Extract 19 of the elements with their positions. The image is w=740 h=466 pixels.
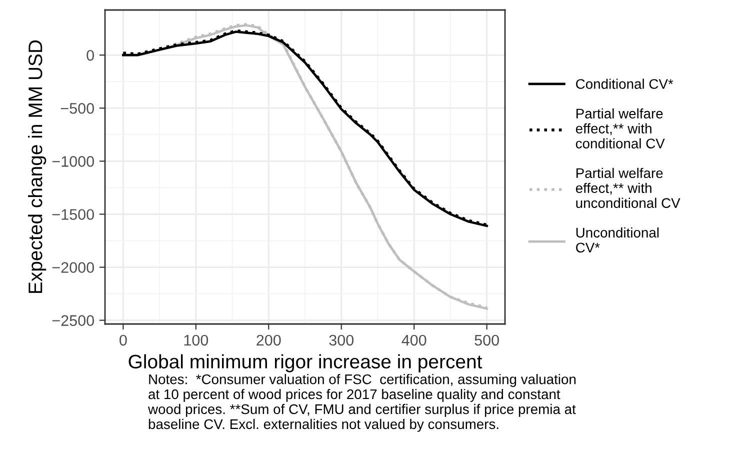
x-tick-label: 300	[329, 334, 354, 346]
legend-label: Partial welfare effect,** with unconditional CV	[576, 168, 680, 208]
y-tick-label: 0	[86, 50, 94, 61]
legend-label: Conditional CV*	[576, 78, 674, 89]
y-axis-title: Expected change in MM USD	[28, 40, 46, 293]
text: Notes: *Consumer valuation of FSC certification, assuming valuation at 10 percent of wood prices for 2017 baseline quality and constant wood prices. **Sum of CV, FMU and certifier surplus if price premia at baseline CV. Excl. externalities not valued by consumers.	[148, 374, 576, 432]
legend-label: Partial welfare effect,** with conditional CV	[576, 108, 665, 148]
x-tick-label: 500	[474, 334, 499, 346]
x-tick-label: 400	[402, 334, 426, 346]
y-tick-label: −1500	[52, 209, 94, 220]
y-tick-label: −500	[60, 102, 94, 114]
legend-label: Unconditional CV*	[576, 227, 659, 253]
x-tick-label: 0	[120, 334, 127, 346]
x-tick-label: 100	[184, 334, 208, 346]
y-tick-label: −1000	[52, 156, 94, 167]
y-tick-label: −2500	[52, 315, 94, 326]
x-tick-label: 200	[256, 334, 281, 346]
x-axis-title: Global minimum rigor increase in percent	[128, 354, 482, 372]
y-tick-label: −2000	[52, 262, 94, 273]
